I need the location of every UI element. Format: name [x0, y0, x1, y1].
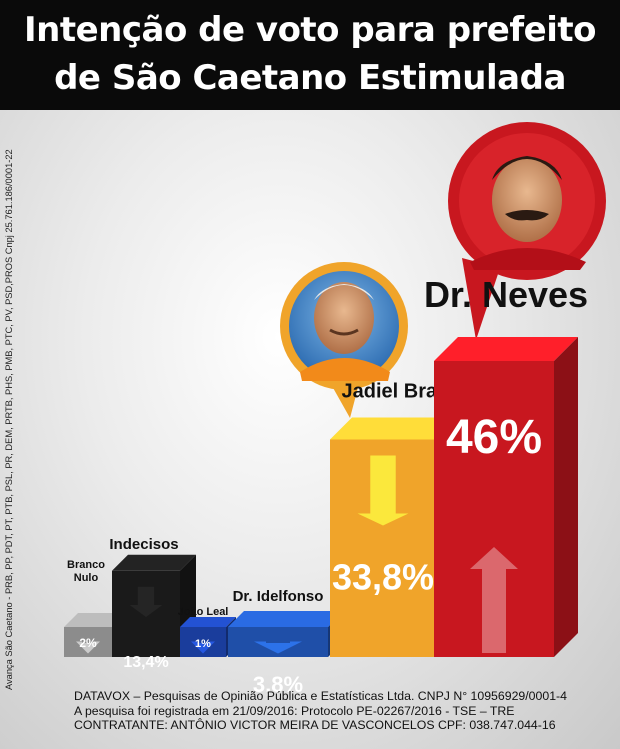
avatar-dr-neves	[448, 122, 606, 340]
bar-category-label: Jadiel Braga	[342, 381, 462, 403]
bar-top	[112, 554, 196, 571]
footer: DATAVOX – Pesquisas de Opinião Pública e…	[74, 689, 614, 733]
bar-category-label: João Leal	[178, 606, 229, 618]
bar-value-label: 46%	[446, 411, 542, 464]
bar-category-label: Dr. Idelfonso	[233, 588, 324, 605]
bar-3: 1% João Leal	[178, 606, 236, 657]
avatar-jadiel-braga	[280, 262, 408, 418]
bar-value-label: 1%	[195, 638, 211, 650]
bar-top	[434, 337, 578, 361]
title-banner: Intenção de voto para prefeito de São Ca…	[0, 0, 620, 110]
bar-top	[64, 613, 126, 627]
arrow-down-icon	[254, 641, 302, 654]
chart-title-line-2: de São Caetano Estimulada	[54, 58, 566, 98]
bar-category-label: Dr. Neves	[424, 274, 588, 315]
arrow-down-icon	[129, 586, 163, 617]
arrow-down-icon	[191, 641, 215, 654]
arrow-up-icon	[470, 547, 518, 653]
bar-category-label: Branco Nulo	[67, 559, 105, 584]
bar-value-label: 33,8%	[332, 557, 434, 598]
bar-top	[330, 417, 458, 440]
footer-line-3: CONTRATANTE: ANTÔNIO VICTOR MEIRA DE VAS…	[74, 718, 556, 732]
bar-top	[180, 617, 236, 627]
bar-value-label: 3,8%	[253, 672, 303, 697]
bar-6: 46% Dr. Neves	[424, 274, 588, 657]
bar-top	[228, 611, 344, 627]
footer-line-1: DATAVOX – Pesquisas de Opinião Pública e…	[74, 689, 567, 703]
bar-side	[554, 337, 578, 657]
chart-title-line-1: Intenção de voto para prefeito	[24, 10, 596, 50]
bar-value-label: 13,4%	[123, 654, 168, 671]
arrow-down-icon	[357, 455, 409, 526]
bar-front	[434, 361, 554, 657]
bar-value-label: 2%	[79, 636, 97, 650]
bar-4: 3,8% Dr. Idelfonso	[228, 588, 344, 697]
arrow-down-icon	[76, 641, 100, 654]
bar-category-label: Indecisos	[109, 536, 178, 553]
footer-line-2: A pesquisa foi registrada em 21/09/2016:…	[74, 703, 515, 718]
